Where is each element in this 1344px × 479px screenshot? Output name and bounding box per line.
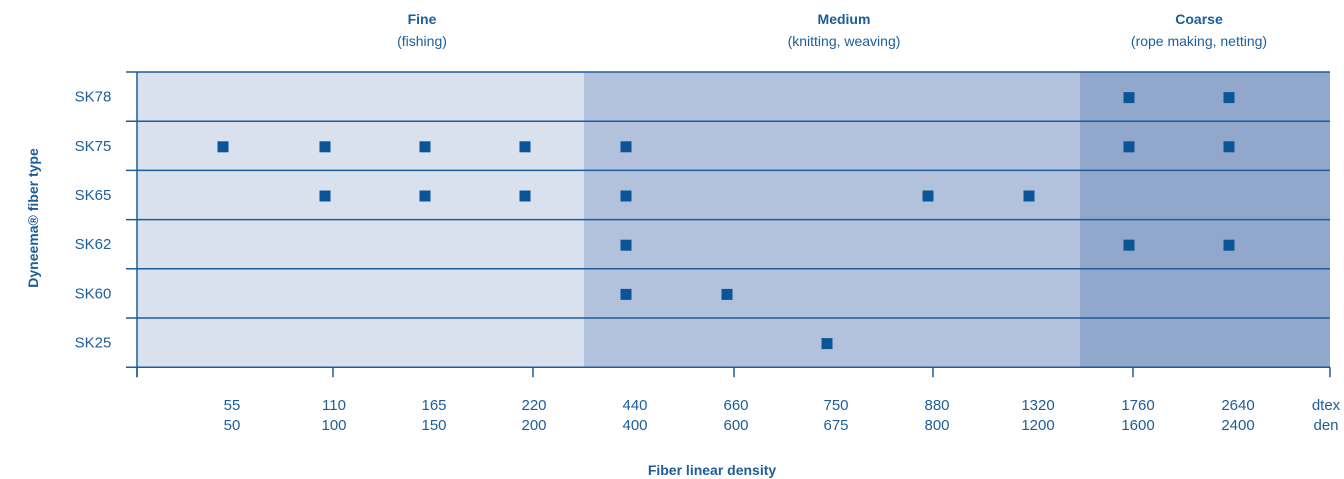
unit-label-den: den [1313, 417, 1338, 434]
data-point-marker [620, 141, 632, 153]
x-tick-label-den: 200 [521, 417, 546, 434]
data-point-marker [1123, 141, 1135, 153]
category-headers: Fine (fishing) Medium (knitting, weaving) Co… [397, 11, 1267, 49]
range-title-medium: Medium [818, 11, 871, 27]
x-tick-label-dtex: 2640 [1221, 397, 1254, 414]
x-tick-label-dtex: 880 [924, 397, 949, 414]
y-tick-label: SK78 [75, 89, 112, 106]
x-tick-label-dtex: 440 [622, 397, 647, 414]
x-tick-label-den: 150 [421, 417, 446, 434]
range-title-fine: Fine [408, 11, 437, 27]
data-point-marker [721, 288, 733, 300]
data-point-marker [217, 141, 229, 153]
data-point-marker [620, 190, 632, 202]
x-tick-label-dtex: 55 [224, 397, 241, 414]
x-tick-label-den: 400 [622, 417, 647, 434]
data-point-marker [1023, 190, 1035, 202]
x-tick-label-dtex: 750 [823, 397, 848, 414]
row-separators [126, 120, 1330, 319]
data-point-marker [821, 338, 833, 350]
data-point-marker [1223, 239, 1235, 251]
x-tick-label-dtex: 1320 [1021, 397, 1054, 414]
range-subtitle-medium: (knitting, weaving) [788, 33, 901, 49]
data-point-marker [519, 141, 531, 153]
x-tick-label-den: 1600 [1121, 417, 1154, 434]
range-title-coarse: Coarse [1175, 11, 1223, 27]
chart-frame [126, 71, 1331, 378]
x-tick-label-dtex: 165 [421, 397, 446, 414]
data-point-marker [1223, 141, 1235, 153]
data-point-marker [1123, 239, 1135, 251]
data-point-marker [620, 239, 632, 251]
data-point-marker [1123, 92, 1135, 104]
x-tick-label-den: 600 [723, 417, 748, 434]
y-axis-ticks: SK78 SK75 SK65 SK62 SK60 SK25 [75, 89, 112, 352]
x-tick-label-dtex: 220 [521, 397, 546, 414]
unit-label-dtex: dtex [1312, 397, 1341, 414]
x-tick-label-dtex: 660 [723, 397, 748, 414]
range-subtitle-coarse: (rope making, netting) [1131, 33, 1267, 49]
y-axis-title: Dyneema® fiber type [25, 148, 41, 288]
data-point-marker [519, 190, 531, 202]
x-tick-label-dtex: 1760 [1121, 397, 1154, 414]
data-point-marker [419, 141, 431, 153]
data-points [217, 92, 1235, 350]
x-axis-title: Fiber linear density [648, 462, 777, 478]
data-point-marker [319, 141, 331, 153]
data-point-marker [419, 190, 431, 202]
x-tick-label-den: 2400 [1221, 417, 1254, 434]
y-tick-label: SK65 [75, 187, 112, 204]
y-tick-label: SK60 [75, 285, 112, 302]
data-point-marker [922, 190, 934, 202]
x-tick-label-den: 800 [924, 417, 949, 434]
x-tick-label-den: 675 [823, 417, 848, 434]
data-point-marker [1223, 92, 1235, 104]
x-axis-ticks: 55 50 110 100 165 150 220 200 440 400 660 600 750 675… [224, 397, 1341, 434]
y-tick-label: SK62 [75, 236, 112, 253]
x-tick-label-den: 50 [224, 417, 241, 434]
x-tick-label-dtex: 110 [322, 397, 346, 414]
data-point-marker [620, 288, 632, 300]
x-tick-label-den: 1200 [1021, 417, 1054, 434]
range-subtitle-fine: (fishing) [397, 33, 447, 49]
y-tick-label: SK25 [75, 335, 112, 352]
data-point-marker [319, 190, 331, 202]
x-tick-label-den: 100 [321, 417, 346, 434]
y-tick-label: SK75 [75, 138, 112, 155]
